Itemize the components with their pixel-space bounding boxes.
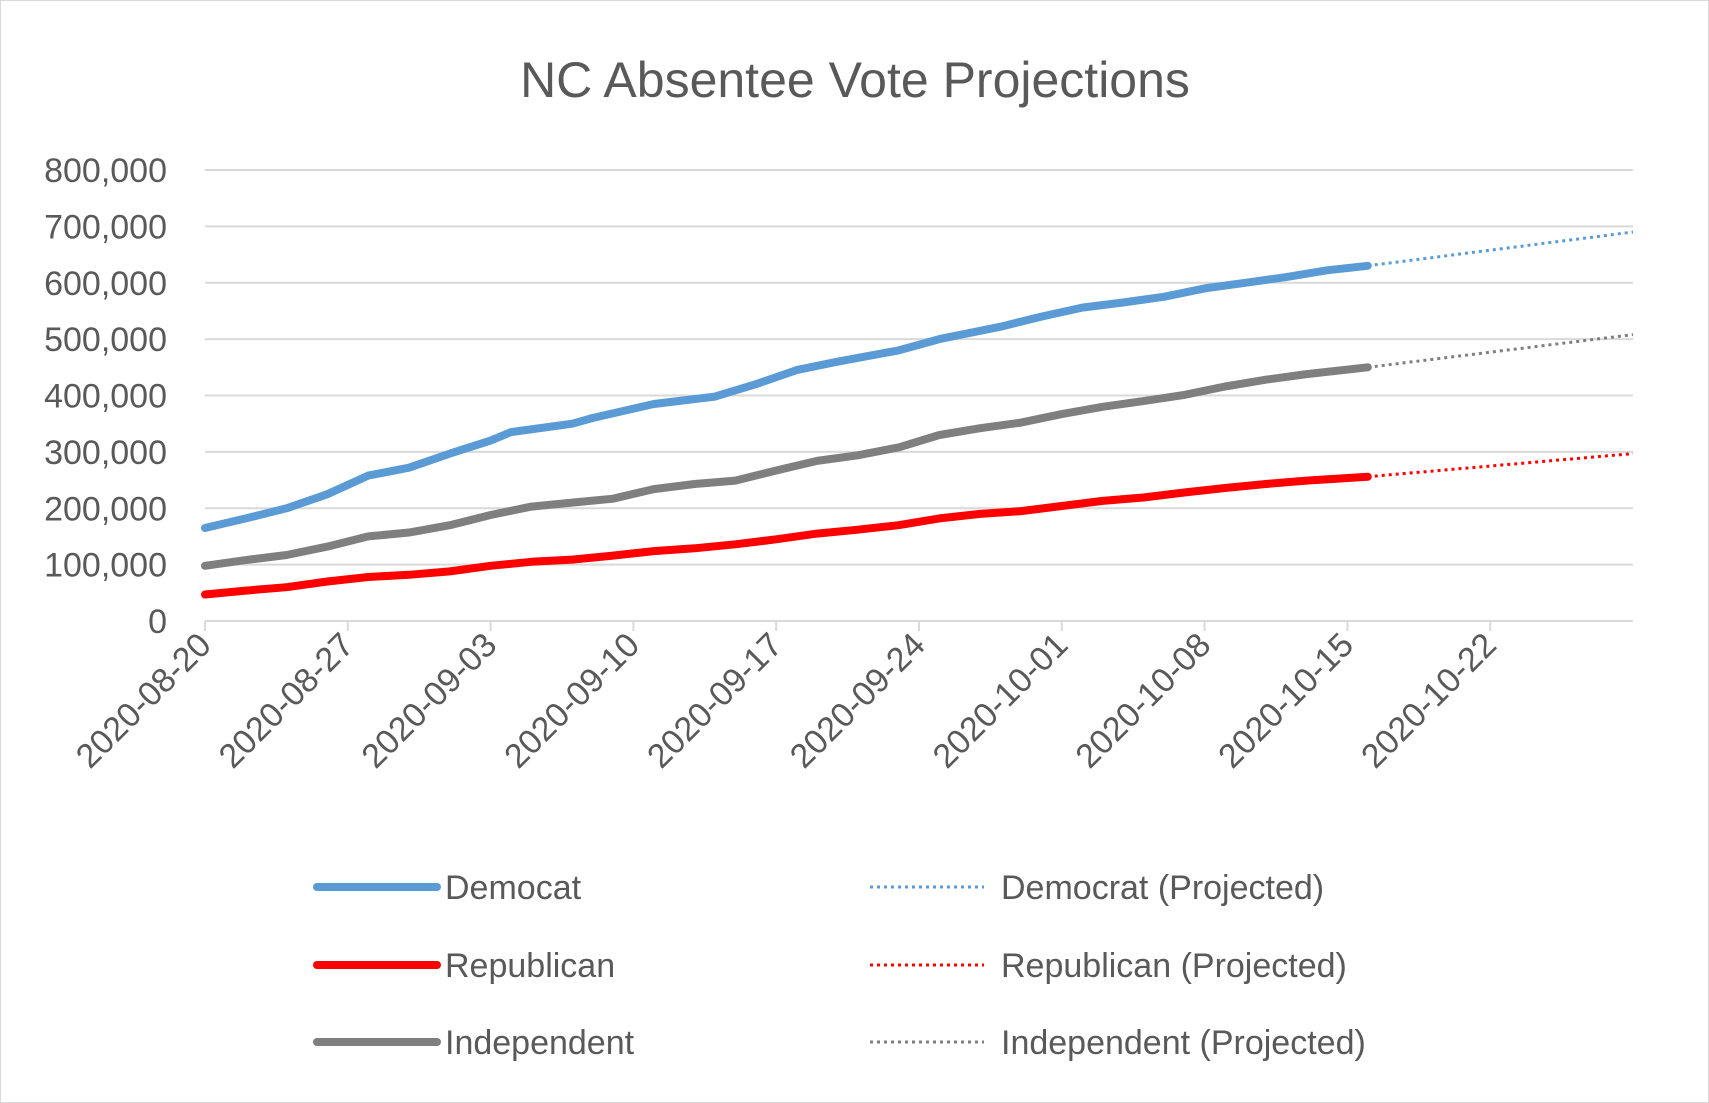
y-tick-label: 300,000 — [44, 434, 167, 472]
x-tick-label: 2020-10-15 — [1211, 626, 1361, 776]
x-tick-label: 2020-09-03 — [354, 626, 504, 776]
legend-label: Independent — [445, 1024, 635, 1062]
series-line-republican — [201, 472, 1372, 599]
y-tick-label: 500,000 — [44, 321, 167, 359]
x-tick-label: 2020-10-01 — [926, 626, 1076, 776]
legend-label: Democrat (Projected) — [1001, 869, 1324, 907]
y-tick-label: 800,000 — [44, 152, 167, 190]
plot-series — [201, 230, 1634, 599]
series-line-independent — [201, 363, 1372, 570]
x-tick-label: 2020-10-08 — [1068, 626, 1218, 776]
y-tick-label: 400,000 — [44, 378, 167, 416]
series-line-republican-projected — [1367, 452, 1634, 479]
legend-label: Republican — [445, 947, 615, 985]
y-tick-label: 600,000 — [44, 265, 167, 303]
series-line-independent-projected — [1367, 333, 1634, 369]
legend: Democat Democrat (Projected) Republican Rep… — [313, 869, 1366, 1062]
y-tick-label: 200,000 — [44, 490, 167, 528]
x-tick-label: 2020-10-22 — [1354, 626, 1504, 776]
x-tick-label: 2020-08-20 — [69, 626, 219, 776]
axes: 0 100,000 200,000 300,000 400,000 500,000 600,… — [44, 152, 1633, 776]
x-tick-label: 2020-09-10 — [497, 626, 647, 776]
y-tick-label: 700,000 — [44, 208, 167, 246]
series-line-democrat-projected — [1367, 230, 1634, 268]
x-tick-label: 2020-09-17 — [640, 626, 790, 776]
legend-label: Independent (Projected) — [1001, 1024, 1366, 1062]
x-tick-label: 2020-08-27 — [212, 626, 362, 776]
x-tick-label: 2020-09-24 — [783, 626, 933, 776]
series-line-democat — [201, 261, 1372, 532]
y-tick-label: 0 — [148, 603, 167, 641]
chart-title: NC Absentee Vote Projections — [520, 52, 1190, 108]
legend-label: Democat — [445, 869, 582, 907]
y-tick-label: 100,000 — [44, 547, 167, 585]
gridlines — [205, 169, 1633, 566]
legend-label: Republican (Projected) — [1001, 947, 1347, 985]
